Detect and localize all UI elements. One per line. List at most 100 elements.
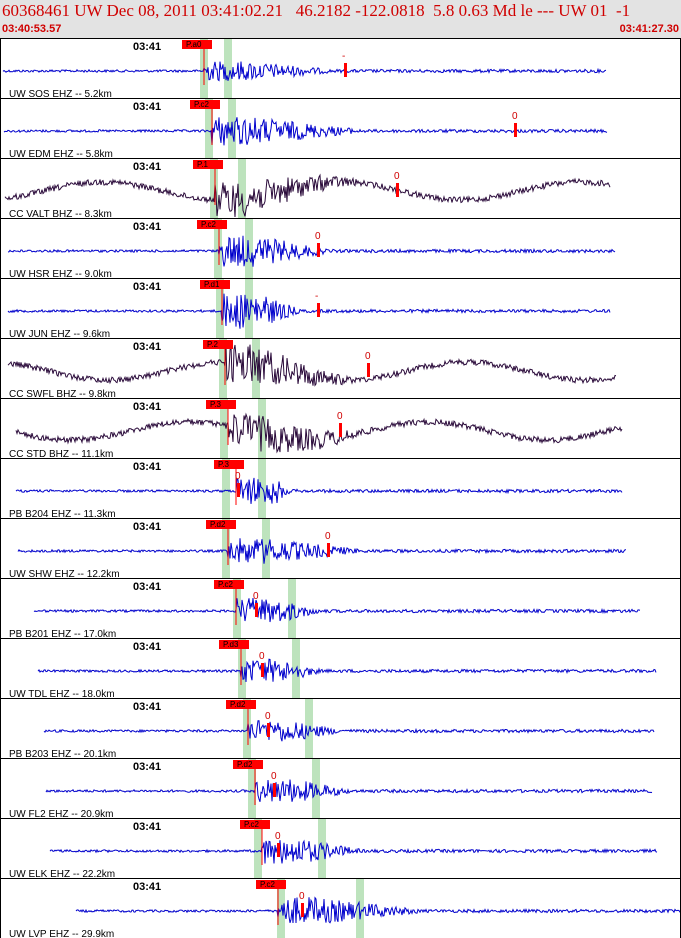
time-tick-label: 03:41 (133, 701, 161, 713)
coda-marker (267, 723, 270, 737)
pick-flag (197, 220, 227, 229)
coda-marker-label: 0 (365, 351, 371, 362)
s-window (245, 279, 253, 339)
s-window (258, 459, 266, 519)
coda-marker (317, 243, 320, 257)
s-window (252, 339, 260, 399)
pick-flag (200, 280, 230, 289)
coda-marker-label: - (342, 51, 345, 62)
time-tick-label: 03:41 (133, 461, 161, 473)
coda-marker (255, 603, 258, 617)
time-tick-label: 03:41 (133, 761, 161, 773)
time-tick-label: 03:41 (133, 161, 161, 173)
coda-marker-label: 0 (235, 471, 241, 482)
pick-label: P.d2 (210, 520, 226, 529)
pick-flag (193, 160, 223, 169)
pick-flag (256, 880, 286, 889)
s-window (224, 39, 232, 99)
coda-marker (396, 183, 399, 197)
event-header: 60368461 UW Dec 08, 2011 03:41:02.21 46.… (0, 0, 681, 39)
waveform-trace (45, 779, 653, 802)
s-window (238, 159, 246, 219)
coda-marker (339, 423, 342, 437)
pick-label: P.a0 (186, 40, 202, 49)
pick-label: P.3 (218, 460, 230, 469)
time-tick-label: 03:41 (133, 41, 161, 53)
station-label: CC STD BHZ -- 11.1km (9, 449, 113, 460)
coda-marker-label: 0 (337, 411, 343, 422)
pick-label: P.3 (210, 400, 222, 409)
waveform-trace (43, 720, 655, 742)
p-window (254, 819, 262, 879)
coda-marker-label: 0 (299, 891, 305, 902)
waveform-trace (4, 173, 611, 218)
coda-marker (261, 663, 264, 677)
coda-marker (317, 303, 320, 317)
station-label: UW HSR EHZ -- 9.0km (9, 269, 112, 280)
coda-marker (367, 363, 370, 377)
pick-flag (219, 640, 249, 649)
event-title: 60368461 UW Dec 08, 2011 03:41:02.21 46.… (2, 1, 631, 20)
pick-flag (206, 400, 236, 409)
end-time: 03:41:27.30 (619, 23, 679, 35)
coda-marker-label: 0 (271, 771, 277, 782)
time-tick-label: 03:41 (133, 881, 161, 893)
pick-label: P.c2 (260, 880, 276, 889)
station-label: CC VALT BHZ -- 8.3km (9, 209, 112, 220)
pick-label: P.c2 (244, 820, 260, 829)
time-tick-label: 03:41 (133, 521, 161, 533)
waveform-trace (37, 658, 657, 683)
waveform-trace (15, 477, 623, 504)
pick-flag (226, 700, 256, 709)
station-label: PB B204 EHZ -- 11.3km (9, 509, 116, 520)
station-label: PB B203 EHZ -- 20.1km (9, 749, 116, 760)
p-window (219, 339, 227, 399)
p-window (233, 579, 241, 639)
waveform-trace (17, 538, 626, 564)
coda-marker (327, 543, 330, 557)
p-window (222, 459, 230, 519)
coda-marker-label: 0 (512, 111, 518, 122)
pick-flag (206, 520, 236, 529)
p-window (214, 219, 222, 279)
pick-label: P.d2 (230, 700, 246, 709)
p-window (248, 759, 256, 819)
time-tick-label: 03:41 (133, 101, 161, 113)
pick-flag (190, 100, 220, 109)
pick-flag (240, 820, 270, 829)
coda-marker-label: 0 (253, 591, 259, 602)
waveform-trace (33, 598, 641, 623)
station-label: UW EDM EHZ -- 5.8km (9, 149, 113, 160)
time-tick-label: 03:41 (133, 341, 161, 353)
station-label: UW FL2 EHZ -- 20.9km (9, 809, 113, 820)
waveform-trace (15, 412, 623, 454)
pick-label: P.c2 (201, 220, 217, 229)
station-label: PB B201 EHZ -- 17.0km (9, 629, 116, 640)
coda-marker-label: 0 (394, 171, 400, 182)
time-tick-label: 03:41 (133, 281, 161, 293)
p-window (205, 99, 213, 159)
p-window (220, 399, 228, 459)
coda-marker-label: 0 (265, 711, 271, 722)
pick-label: P.c2 (194, 100, 210, 109)
coda-marker-label: 0 (259, 651, 265, 662)
waveform-trace (7, 344, 617, 387)
pick-label: P.d2 (237, 760, 253, 769)
waveform-trace (3, 117, 608, 146)
coda-marker (301, 903, 304, 917)
coda-marker (273, 783, 276, 797)
pick-label: P.d1 (204, 280, 220, 289)
coda-marker-label: 0 (325, 531, 331, 542)
pick-label: P.2 (207, 340, 219, 349)
coda-marker (344, 63, 347, 77)
pick-flag (214, 460, 244, 469)
waveform-trace (7, 293, 611, 329)
time-tick-label: 03:41 (133, 221, 161, 233)
waveform-trace (49, 839, 658, 864)
station-label: UW ELK EHZ -- 22.2km (9, 869, 115, 880)
p-window (216, 279, 224, 339)
pick-flag (233, 760, 263, 769)
coda-marker-label: - (315, 291, 318, 302)
station-label: CC SWFL BHZ -- 9.8km (9, 389, 116, 400)
coda-marker-label: 0 (315, 231, 321, 242)
